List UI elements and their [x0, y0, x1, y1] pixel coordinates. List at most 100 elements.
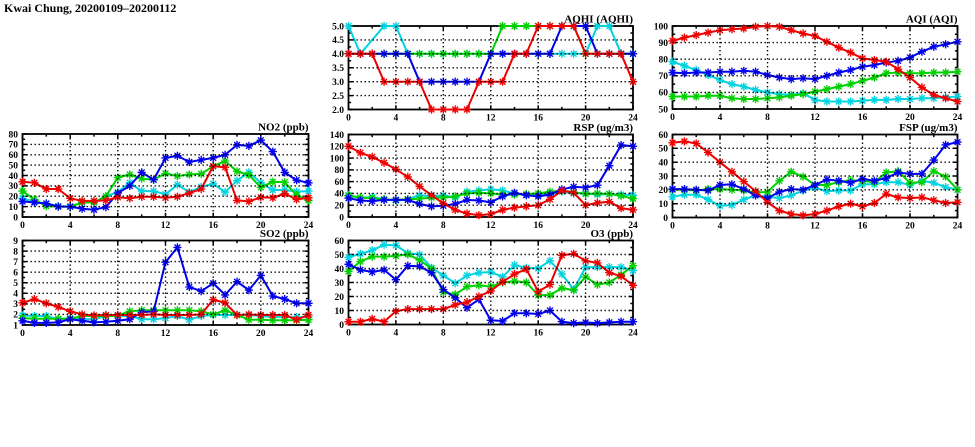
svg-text:90: 90	[659, 39, 669, 49]
svg-text:4: 4	[68, 221, 73, 231]
svg-text:12: 12	[161, 221, 171, 231]
svg-text:0: 0	[20, 329, 25, 339]
svg-text:60: 60	[9, 151, 19, 161]
svg-text:16: 16	[208, 329, 218, 339]
svg-text:4: 4	[13, 290, 18, 300]
svg-text:20: 20	[659, 186, 669, 196]
svg-text:16: 16	[858, 113, 868, 123]
svg-text:0: 0	[346, 329, 351, 339]
svg-text:20: 20	[581, 114, 591, 124]
svg-text:40: 40	[335, 265, 345, 275]
svg-text:20: 20	[9, 193, 19, 203]
svg-text:100: 100	[330, 154, 345, 164]
svg-text:50: 50	[335, 251, 345, 261]
svg-text:24: 24	[628, 114, 638, 124]
svg-text:4: 4	[718, 113, 723, 123]
svg-text:8: 8	[13, 247, 18, 257]
svg-text:40: 40	[659, 159, 669, 169]
svg-text:16: 16	[858, 222, 868, 232]
svg-text:4: 4	[394, 329, 399, 339]
svg-text:70: 70	[659, 72, 669, 82]
svg-text:10: 10	[9, 203, 19, 213]
svg-text:50: 50	[9, 161, 19, 171]
svg-text:20: 20	[256, 329, 266, 339]
svg-text:1: 1	[13, 321, 18, 331]
svg-text:2: 2	[13, 311, 18, 321]
svg-text:16: 16	[533, 114, 543, 124]
svg-text:SO2 (ppb): SO2 (ppb)	[260, 228, 309, 240]
svg-text:4: 4	[68, 329, 73, 339]
svg-text:12: 12	[486, 221, 496, 231]
svg-text:5: 5	[13, 279, 18, 289]
svg-text:60: 60	[659, 131, 669, 141]
svg-text:0: 0	[13, 213, 18, 223]
svg-text:20: 20	[335, 202, 345, 212]
svg-text:0: 0	[20, 221, 25, 231]
svg-text:140: 140	[330, 131, 345, 141]
svg-text:24: 24	[628, 329, 638, 339]
svg-text:8: 8	[441, 114, 446, 124]
svg-text:0: 0	[346, 221, 351, 231]
svg-text:7: 7	[13, 258, 18, 268]
svg-text:12: 12	[810, 113, 820, 123]
svg-text:30: 30	[9, 182, 19, 192]
svg-text:100: 100	[654, 22, 669, 32]
svg-text:4: 4	[718, 222, 723, 232]
svg-text:24: 24	[628, 221, 638, 231]
svg-text:20: 20	[256, 221, 266, 231]
svg-text:RSP (ug/m3): RSP (ug/m3)	[573, 122, 633, 134]
svg-text:10: 10	[659, 200, 669, 210]
svg-text:8: 8	[441, 329, 446, 339]
svg-text:6: 6	[13, 269, 18, 279]
svg-text:80: 80	[659, 56, 669, 66]
svg-text:12: 12	[486, 114, 496, 124]
svg-text:2.0: 2.0	[332, 106, 344, 116]
svg-text:70: 70	[9, 141, 19, 151]
svg-text:4: 4	[394, 221, 399, 231]
svg-text:3.5: 3.5	[332, 64, 344, 74]
svg-text:2.5: 2.5	[332, 92, 344, 102]
svg-text:3.0: 3.0	[332, 78, 344, 88]
svg-text:80: 80	[335, 166, 345, 176]
svg-text:20: 20	[905, 113, 915, 123]
svg-text:0: 0	[670, 113, 675, 123]
svg-text:60: 60	[335, 237, 345, 247]
svg-text:12: 12	[161, 329, 171, 339]
svg-text:20: 20	[335, 293, 345, 303]
svg-text:8: 8	[115, 221, 120, 231]
svg-text:FSP (ug/m3): FSP (ug/m3)	[899, 122, 958, 134]
svg-text:60: 60	[659, 89, 669, 99]
svg-text:0: 0	[670, 222, 675, 232]
svg-text:4.5: 4.5	[332, 36, 344, 46]
svg-text:120: 120	[330, 143, 345, 153]
svg-text:12: 12	[810, 222, 820, 232]
svg-text:4.0: 4.0	[332, 50, 344, 60]
svg-text:0: 0	[339, 321, 344, 331]
svg-text:40: 40	[335, 190, 345, 200]
svg-text:8: 8	[765, 113, 770, 123]
svg-text:24: 24	[953, 222, 963, 232]
svg-text:50: 50	[659, 145, 669, 155]
svg-text:4: 4	[394, 114, 399, 124]
svg-text:AQHI (AQHI): AQHI (AQHI)	[564, 14, 633, 26]
svg-text:8: 8	[765, 222, 770, 232]
svg-text:24: 24	[304, 221, 314, 231]
svg-text:AQI (AQI): AQI (AQI)	[906, 14, 958, 26]
svg-text:0: 0	[663, 214, 668, 224]
svg-text:Kwai Chung, 20200109–20200112: Kwai Chung, 20200109–20200112	[4, 1, 176, 15]
svg-text:20: 20	[581, 221, 591, 231]
svg-text:16: 16	[208, 221, 218, 231]
svg-text:8: 8	[441, 221, 446, 231]
svg-text:9: 9	[13, 237, 18, 247]
svg-text:16: 16	[533, 221, 543, 231]
svg-text:40: 40	[9, 172, 19, 182]
svg-text:NO2 (ppb): NO2 (ppb)	[258, 122, 309, 134]
svg-text:O3 (ppb): O3 (ppb)	[591, 228, 634, 240]
svg-text:24: 24	[953, 113, 963, 123]
svg-text:24: 24	[304, 329, 314, 339]
svg-text:20: 20	[581, 329, 591, 339]
svg-text:30: 30	[335, 279, 345, 289]
svg-text:50: 50	[659, 105, 669, 115]
svg-text:20: 20	[905, 222, 915, 232]
svg-text:80: 80	[9, 130, 19, 140]
